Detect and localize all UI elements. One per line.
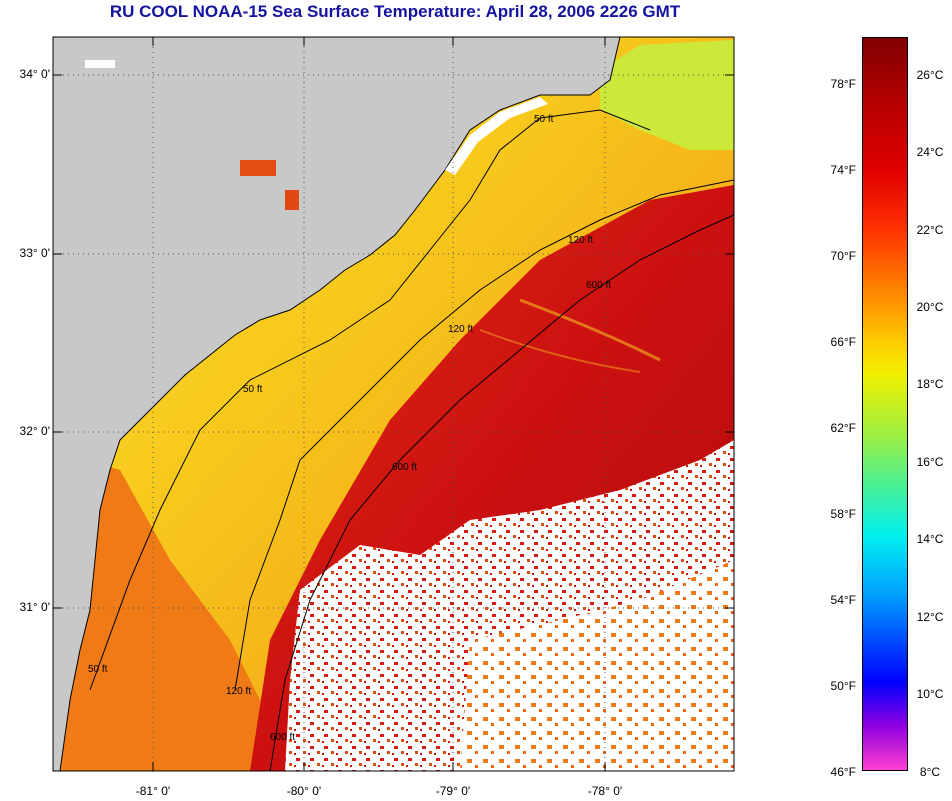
cloud-speck	[240, 160, 276, 176]
temperature-colorbar	[862, 37, 908, 771]
f-label: 46°F	[830, 765, 856, 779]
map-title: RU COOL NOAA-15 Sea Surface Temperature:…	[109, 2, 681, 21]
isobath-label: 120 ft	[568, 235, 593, 246]
isobath-600ft	[269, 214, 734, 771]
isobath-label: 120 ft	[226, 686, 251, 697]
cloud-speck	[85, 60, 115, 68]
lon-label-78: -78° 0'	[587, 784, 623, 798]
c-label: 26°C	[916, 68, 944, 82]
isobath-label: 50 ft	[243, 384, 263, 395]
f-label: 54°F	[830, 593, 856, 607]
cloud-field-southeast	[460, 560, 734, 771]
c-label: 20°C	[916, 300, 944, 314]
f-label: 74°F	[830, 163, 856, 177]
lon-label-81: -81° 0'	[135, 784, 171, 798]
f-label: 66°F	[830, 335, 856, 349]
isobath-label: 600 ft	[270, 732, 295, 743]
graticule	[53, 37, 734, 771]
lat-label-31: 31° 0'	[19, 600, 50, 614]
gulf-stream-filament	[519, 298, 661, 362]
f-label: 70°F	[830, 249, 856, 263]
c-label: 12°C	[916, 610, 944, 624]
isobath-label: 600 ft	[392, 462, 417, 473]
isobath-50ft	[89, 109, 651, 691]
map-frame	[52, 36, 735, 772]
lon-label-79: -79° 0'	[435, 784, 471, 798]
axis-ticks	[53, 37, 734, 771]
lat-label-32: 32° 0'	[19, 424, 50, 438]
f-label: 78°F	[830, 77, 856, 91]
cloud-speck	[285, 190, 299, 210]
isobath-label: 50 ft	[88, 664, 108, 675]
c-label: 22°C	[916, 223, 944, 237]
isobath-120ft	[234, 179, 734, 691]
cool-water-patch	[600, 40, 734, 150]
c-label: 14°C	[916, 532, 944, 546]
coastal-cloud-fringe	[445, 97, 548, 175]
lat-label-34: 34° 0'	[19, 67, 50, 81]
isobath-label: 600 ft	[586, 280, 611, 291]
f-label: 50°F	[830, 679, 856, 693]
nearshore-warm-band	[53, 450, 280, 771]
lon-label-80: -80° 0'	[286, 784, 322, 798]
f-label: 58°F	[830, 507, 856, 521]
c-label: 16°C	[916, 455, 944, 469]
c-label: 24°C	[916, 145, 944, 159]
c-label: 8°C	[919, 765, 941, 779]
c-label: 10°C	[916, 687, 944, 701]
c-label: 18°C	[916, 377, 944, 391]
land-carolinas-georgia	[53, 37, 621, 771]
lat-label-33: 33° 0'	[19, 246, 50, 260]
isobath-label: 120 ft	[448, 324, 473, 335]
f-label: 62°F	[830, 421, 856, 435]
gulf-stream-filament-2	[479, 329, 641, 373]
isobath-label: 50 ft	[534, 114, 554, 125]
